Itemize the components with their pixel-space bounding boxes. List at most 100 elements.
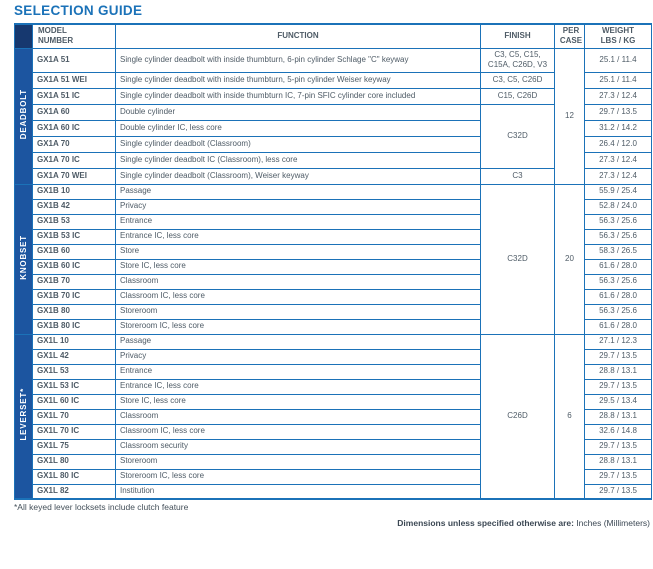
weight-cell: 56.3 / 25.6	[584, 303, 652, 320]
model-cell: GX1A 60	[32, 103, 116, 121]
model-cell: GX1B 70 IC	[32, 288, 116, 305]
per-case-cell: 20	[554, 183, 585, 335]
model-cell: GX1B 60 IC	[32, 258, 116, 275]
model-cell: GX1L 60 IC	[32, 393, 116, 410]
function-cell: Single cylinder deadbolt with inside thu…	[115, 47, 481, 73]
function-cell: Storeroom	[115, 303, 481, 320]
function-cell: Single cylinder deadbolt (Classroom), We…	[115, 167, 481, 185]
function-cell: Store	[115, 243, 481, 260]
page-title: SELECTION GUIDE	[14, 3, 143, 18]
function-cell: Classroom IC, less core	[115, 288, 481, 305]
header-weight: WEIGHT LBS / KG	[584, 23, 652, 49]
model-cell: GX1L 70 IC	[32, 423, 116, 440]
weight-cell: 56.3 / 25.6	[584, 228, 652, 245]
function-cell: Storeroom	[115, 453, 481, 470]
table-row: GX1L 60 IC Store IC, less core 29.5 / 13…	[15, 393, 652, 410]
function-cell: Single cylinder deadbolt IC (Classroom),…	[115, 151, 481, 169]
table-row: DEADBOLT GX1A 51 Single cylinder deadbol…	[14, 47, 652, 185]
selection-guide-table: MODEL NUMBER FUNCTION FINISH PER CASE WE…	[14, 23, 652, 501]
table-row: GX1B 80 Storeroom 56.3 / 25.6	[15, 303, 652, 320]
per-case-cell: 6	[554, 333, 585, 500]
header-row: MODEL NUMBER FUNCTION FINISH PER CASE WE…	[14, 23, 652, 49]
section-label-leverset: LEVERSET*	[14, 333, 33, 500]
model-cell: GX1L 80	[32, 453, 116, 470]
model-cell: GX1L 10	[32, 333, 116, 350]
table-row: LEVERSET* GX1L 10 Passage C26D 6 27.1 / …	[14, 333, 652, 500]
function-cell: Entrance	[115, 213, 481, 230]
model-cell: GX1B 10	[32, 183, 116, 200]
weight-cell: 61.6 / 28.0	[584, 258, 652, 275]
function-cell: Storeroom IC, less core	[115, 468, 481, 485]
function-cell: Store IC, less core	[115, 393, 481, 410]
model-cell: GX1L 70	[32, 408, 116, 425]
header-per-case: PER CASE	[554, 23, 585, 49]
function-cell: Passage	[115, 183, 481, 200]
model-cell: GX1B 80 IC	[32, 318, 116, 335]
function-cell: Institution	[115, 483, 481, 500]
footnote: *All keyed lever locksets include clutch…	[14, 502, 189, 513]
table-row: KNOBSET GX1B 10 Passage C32D 20 55.9 / 2…	[14, 183, 652, 335]
dimensions-note-units: Inches (Millimeters)	[573, 518, 650, 529]
section-knobset: KNOBSET GX1B 10 Passage C32D 20 55.9 / 2…	[14, 183, 652, 335]
table-header: MODEL NUMBER FUNCTION FINISH PER CASE WE…	[14, 23, 652, 49]
model-cell: GX1A 70 WEI	[32, 167, 116, 185]
function-cell: Single cylinder deadbolt with inside thu…	[115, 87, 481, 105]
table-row: GX1L 80 Storeroom 28.8 / 13.1	[15, 453, 652, 470]
model-cell: GX1A 51 WEI	[32, 71, 116, 89]
weight-cell: 29.7 / 13.5	[584, 378, 652, 395]
weight-cell: 61.6 / 28.0	[584, 318, 652, 335]
table-row: GX1B 70 IC Classroom IC, less core 61.6 …	[15, 288, 652, 305]
header-function: FUNCTION	[115, 23, 481, 49]
table-row: GX1L 70 IC Classroom IC, less core 32.6 …	[15, 423, 652, 440]
finish-cell: C3, C5, C15, C15A, C26D, V3	[480, 47, 555, 73]
function-cell: Single cylinder deadbolt (Classroom)	[115, 135, 481, 153]
per-case-cell: 12	[554, 47, 585, 185]
weight-cell: 25.1 / 11.4	[584, 47, 652, 73]
function-cell: Passage	[115, 333, 481, 350]
function-cell: Double cylinder	[115, 103, 481, 121]
model-cell: GX1B 60	[32, 243, 116, 260]
section-leverset: LEVERSET* GX1L 10 Passage C26D 6 27.1 / …	[14, 333, 652, 500]
table-row: GX1A 51 WEI Single cylinder deadbolt wit…	[15, 71, 652, 89]
finish-cell: C32D	[480, 183, 555, 335]
weight-cell: 28.8 / 13.1	[584, 408, 652, 425]
function-cell: Classroom security	[115, 438, 481, 455]
section-deadbolt: DEADBOLT GX1A 51 Single cylinder deadbol…	[14, 47, 652, 185]
function-cell: Entrance	[115, 363, 481, 380]
model-cell: GX1B 53 IC	[32, 228, 116, 245]
model-cell: GX1A 51 IC	[32, 87, 116, 105]
section-label-deadbolt: DEADBOLT	[14, 47, 33, 185]
model-cell: GX1L 80 IC	[32, 468, 116, 485]
table-row: GX1B 60 IC Store IC, less core 61.6 / 28…	[15, 258, 652, 275]
model-cell: GX1L 42	[32, 348, 116, 365]
function-cell: Single cylinder deadbolt with inside thu…	[115, 71, 481, 89]
model-cell: GX1L 53	[32, 363, 116, 380]
weight-cell: 29.7 / 13.5	[584, 438, 652, 455]
corner-cell	[14, 23, 33, 49]
header-finish: FINISH	[480, 23, 555, 49]
weight-cell: 58.3 / 26.5	[584, 243, 652, 260]
finish-cell: C15, C26D	[480, 87, 555, 105]
table-row: GX1L 80 IC Storeroom IC, less core 29.7 …	[15, 468, 652, 485]
weight-cell: 28.8 / 13.1	[584, 363, 652, 380]
function-cell: Classroom	[115, 408, 481, 425]
weight-cell: 29.7 / 13.5	[584, 483, 652, 500]
model-cell: GX1A 70 IC	[32, 151, 116, 169]
table-row: GX1A 70 WEI Single cylinder deadbolt (Cl…	[15, 167, 652, 185]
page: SELECTION GUIDE MODEL NUMBER FUNCTION FI…	[14, 3, 652, 529]
weight-cell: 29.7 / 13.5	[584, 468, 652, 485]
model-cell: GX1A 51	[32, 47, 116, 73]
function-cell: Classroom IC, less core	[115, 423, 481, 440]
weight-cell: 28.8 / 13.1	[584, 453, 652, 470]
table-row: GX1A 60 IC Double cylinder IC, less core…	[15, 119, 652, 137]
model-cell: GX1L 82	[32, 483, 116, 500]
model-cell: GX1A 70	[32, 135, 116, 153]
function-cell: Privacy	[115, 348, 481, 365]
model-cell: GX1B 70	[32, 273, 116, 290]
weight-cell: 27.3 / 12.4	[584, 167, 652, 185]
function-cell: Store IC, less core	[115, 258, 481, 275]
weight-cell: 56.3 / 25.6	[584, 213, 652, 230]
header-model-number: MODEL NUMBER	[32, 23, 116, 49]
function-cell: Double cylinder IC, less core	[115, 119, 481, 137]
model-cell: GX1B 42	[32, 198, 116, 215]
